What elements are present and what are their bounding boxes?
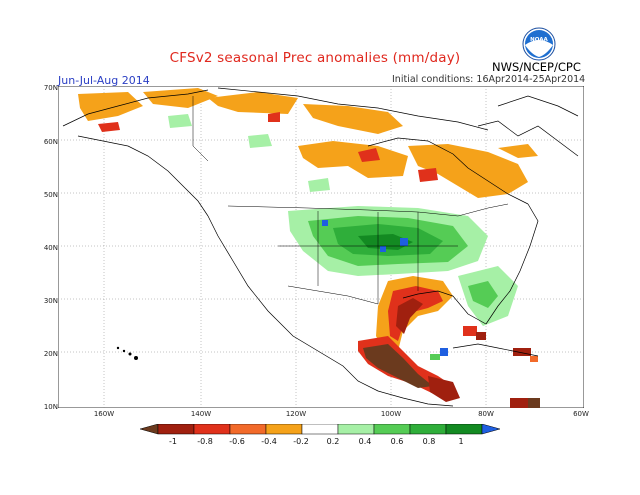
initial-conditions-label: Initial conditions: 16Apr2014-25Apr2014	[392, 74, 586, 85]
map-title: CFSv2 seasonal Prec anomalies (mm/day)	[169, 50, 461, 66]
colorbar-swatch	[409, 424, 447, 435]
colorbar-label: -1	[169, 437, 177, 446]
dry-region-gulf-mexico	[358, 276, 460, 402]
colorbar-label: 0.4	[358, 437, 372, 446]
colorbar-label: 1	[458, 437, 464, 446]
lat-tick-label: 30N	[43, 297, 58, 305]
hawaii-islands	[116, 346, 138, 360]
colorbar-label: -0.8	[197, 437, 213, 446]
colorbar-label: 0.6	[390, 437, 404, 446]
season-label: Jun-Jul-Aug 2014	[58, 74, 150, 87]
colorbar-label: 0.8	[422, 437, 436, 446]
lon-tick-label: 60W	[573, 410, 589, 418]
colorbar-swatch	[157, 424, 195, 435]
colorbar-swatch	[140, 424, 159, 435]
colorbar-swatch	[337, 424, 375, 435]
lon-tick-label: 80W	[478, 410, 494, 418]
colorbar-swatch	[373, 424, 411, 435]
colorbar-label: -0.4	[261, 437, 277, 446]
colorbar-label: -0.6	[229, 437, 245, 446]
colorbar-swatch	[193, 424, 231, 435]
lon-tick-label: 120W	[285, 410, 307, 418]
lat-tick-label: 20N	[43, 350, 58, 358]
dry-region-north	[78, 88, 538, 198]
colorbar-label: 0.2	[326, 437, 340, 446]
colorbar-swatch	[301, 424, 339, 435]
lon-tick-label: 160W	[93, 410, 115, 418]
colorbar-swatch	[229, 424, 267, 435]
lat-tick-label: 50N	[43, 191, 58, 199]
wet-region-north	[168, 114, 330, 192]
lat-tick-label: 60N	[43, 138, 58, 146]
lon-tick-label: 100W	[380, 410, 402, 418]
colorbar-swatch	[481, 424, 500, 435]
agency-label: NWS/NCEP/CPC	[492, 60, 581, 74]
colorbar	[140, 424, 500, 435]
noaa-logo: NOAA	[522, 27, 556, 61]
political-borders	[192, 96, 509, 305]
dry-region-north-strong	[98, 112, 438, 182]
anomaly-map	[58, 86, 584, 408]
noaa-logo-text: NOAA	[530, 37, 548, 43]
colorbar-swatches	[140, 424, 500, 435]
lat-tick-label: 10N	[43, 403, 58, 411]
colorbar-swatch	[445, 424, 483, 435]
caribbean-anomalies	[430, 326, 540, 408]
colorbar-swatch	[265, 424, 303, 435]
lat-tick-label: 70N	[43, 84, 58, 92]
lon-tick-label: 140W	[190, 410, 212, 418]
lat-tick-label: 40N	[43, 244, 58, 252]
colorbar-label: -0.2	[293, 437, 309, 446]
coastlines	[62, 87, 579, 407]
